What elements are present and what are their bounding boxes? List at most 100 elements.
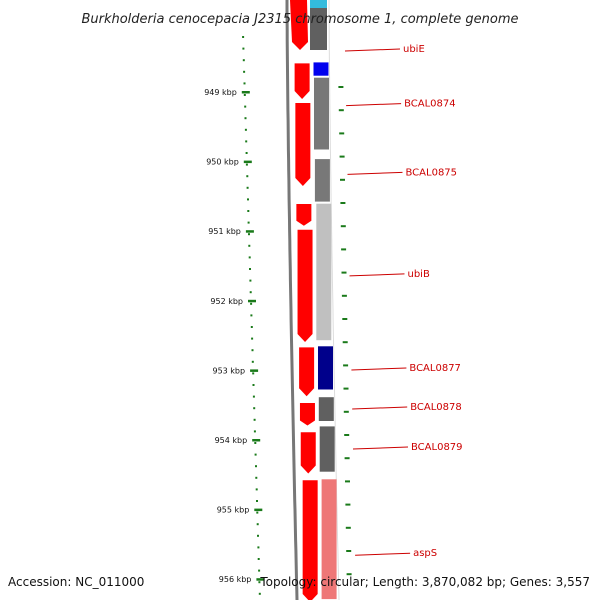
gene-label-ubiB: ubiB xyxy=(408,269,430,280)
axis-label-950: 950 kbp xyxy=(206,158,239,167)
gene-labels: ubiE BCAL0874 BCAL0875 ubiB BCAL0877 BCAL0878… xyxy=(344,44,463,559)
minor-tick-right xyxy=(343,387,349,390)
minor-tick-dot xyxy=(242,59,245,62)
gene-block-ubiE xyxy=(313,62,329,76)
minor-tick-right xyxy=(345,503,351,506)
gene-block-BCAL0874 xyxy=(314,77,329,150)
major-tick-954 xyxy=(252,439,261,442)
top-gene-cyan xyxy=(310,0,327,8)
minor-tick-right xyxy=(345,480,350,483)
gene-block-BCAL0875 xyxy=(314,159,330,202)
forward-gene-arrow xyxy=(299,347,315,397)
gene-label-BCAL0875: BCAL0875 xyxy=(406,167,458,178)
forward-gene-arrow xyxy=(297,229,313,342)
minor-tick-dot xyxy=(242,47,245,50)
axis-labels: 949 kbp 950 kbp 951 kbp 952 kbp 953 kbp 954 k… xyxy=(204,88,251,584)
gene-leader-aspS xyxy=(355,552,411,556)
minor-tick-dot xyxy=(245,163,248,166)
minor-tick-dot xyxy=(250,326,253,328)
minor-tick-right xyxy=(339,155,345,158)
minor-tick-dot xyxy=(245,152,248,154)
minor-ticks xyxy=(242,36,352,595)
major-tick-956 xyxy=(256,578,265,581)
minor-tick-dot xyxy=(251,349,254,352)
minor-tick-dot xyxy=(251,337,254,340)
major-tick-950 xyxy=(243,160,252,164)
major-tick-953 xyxy=(250,369,259,372)
minor-tick-dot xyxy=(250,302,253,305)
axis-label-952: 952 kbp xyxy=(210,297,243,306)
minor-tick-dot xyxy=(252,384,255,386)
minor-tick-dot xyxy=(249,268,251,270)
minor-tick-right xyxy=(343,364,349,367)
gene-leader-BCAL0874 xyxy=(346,103,402,107)
minor-tick-right xyxy=(346,573,352,576)
gene-block-aspS xyxy=(321,479,337,600)
minor-tick-right xyxy=(341,271,347,274)
minor-tick-dot xyxy=(247,221,250,224)
minor-tick-dot xyxy=(251,360,254,363)
minor-tick-right xyxy=(340,225,346,228)
minor-tick-dot xyxy=(256,511,259,514)
minor-tick-right xyxy=(345,526,351,529)
minor-tick-right xyxy=(344,457,350,460)
minor-tick-right xyxy=(342,318,348,320)
axis-label-949: 949 kbp xyxy=(204,88,237,97)
minor-tick-dot xyxy=(244,117,247,120)
gene-leader-BCAL0879 xyxy=(352,446,409,450)
forward-gene-arrow xyxy=(302,480,318,600)
major-tick-949 xyxy=(241,91,250,94)
major-tick-955 xyxy=(254,508,263,512)
minor-tick-dot xyxy=(255,488,258,491)
top-gene-arrow xyxy=(290,0,308,50)
minor-tick-dot xyxy=(253,407,256,410)
minor-tick-dot xyxy=(250,314,253,317)
major-tick-951 xyxy=(245,230,254,233)
minor-tick-right xyxy=(344,434,350,436)
minor-tick-dot xyxy=(246,175,249,178)
minor-tick-dot xyxy=(243,94,246,96)
minor-tick-dot xyxy=(257,558,260,560)
minor-tick-right xyxy=(342,341,348,344)
backbone xyxy=(285,0,340,600)
annotated-genes xyxy=(313,62,337,600)
minor-tick-dot xyxy=(256,500,258,502)
minor-tick-dot xyxy=(246,186,249,189)
minor-tick-dot xyxy=(255,476,258,479)
minor-tick-dot xyxy=(257,546,260,549)
axis-label-955: 955 kbp xyxy=(217,506,250,515)
minor-tick-dot xyxy=(243,82,246,85)
gene-label-BCAL0878: BCAL0878 xyxy=(410,402,462,413)
minor-tick-dot xyxy=(247,210,250,212)
forward-gene-arrow xyxy=(296,203,312,226)
minor-tick-dot xyxy=(252,372,255,375)
minor-tick-dot xyxy=(248,256,251,259)
forward-strand-genes xyxy=(294,63,318,600)
axis-label-954: 954 kbp xyxy=(215,436,248,445)
minor-tick-dot xyxy=(254,453,257,456)
minor-tick-right xyxy=(341,294,347,297)
minor-tick-dot xyxy=(248,244,251,247)
gene-label-aspS: aspS xyxy=(413,548,437,559)
forward-gene-arrow xyxy=(300,432,316,474)
minor-tick-right xyxy=(340,178,345,181)
gene-leader-BCAL0878 xyxy=(352,406,408,410)
minor-tick-right xyxy=(341,248,347,251)
gene-label-BCAL0874: BCAL0874 xyxy=(404,99,456,110)
minor-tick-dot xyxy=(249,279,252,282)
tick-marks xyxy=(241,91,265,581)
gene-leader-ubiB xyxy=(349,273,405,277)
axis-label-953: 953 kbp xyxy=(212,366,245,375)
minor-tick-dot xyxy=(256,523,259,526)
minor-tick-right xyxy=(343,410,349,413)
accession-label: Accession: NC_011000 xyxy=(8,575,144,589)
backbone-inner xyxy=(285,0,299,600)
minor-tick-dot xyxy=(255,465,257,468)
minor-tick-dot xyxy=(244,105,247,108)
minor-tick-dot xyxy=(254,442,257,444)
map-title: Burkholderia cenocepacia J2315 chromosom… xyxy=(81,12,518,27)
forward-gene-arrow xyxy=(299,403,315,426)
minor-tick-dot xyxy=(243,70,246,73)
minor-tick-dot xyxy=(244,128,247,131)
